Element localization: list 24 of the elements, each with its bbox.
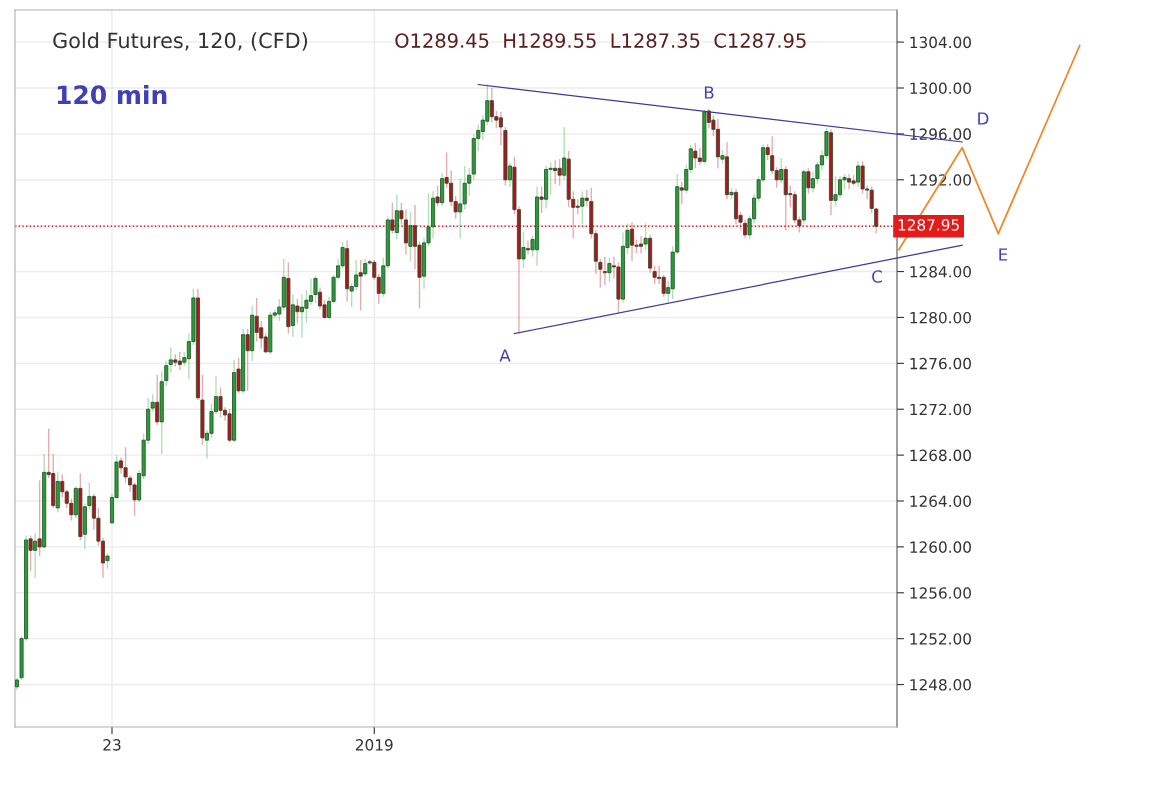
y-tick-label: 1252.00 <box>910 633 971 645</box>
y-tick-label: 1276.00 <box>910 357 971 370</box>
x-tick-label: 23 <box>103 739 121 751</box>
y-tick-label: 1264.00 <box>910 495 971 508</box>
annotation: A <box>499 349 511 362</box>
y-tick-label: 1272.00 <box>910 403 971 416</box>
ref-line-label: 1287.95 <box>898 219 959 231</box>
x-tick-label: 2019 <box>355 739 393 751</box>
annotation: B <box>704 86 714 99</box>
annotation: 120 min <box>57 84 167 105</box>
y-tick-label: 1268.00 <box>910 449 971 462</box>
text: Gold Futures, 120, (CFD) <box>53 32 308 51</box>
y-tick-label: 1248.00 <box>910 679 971 691</box>
y-tick-label: 1256.00 <box>910 587 971 599</box>
y-tick-label: 1300.00 <box>910 82 971 95</box>
y-tick-label: 1296.00 <box>910 128 971 140</box>
text: O1289.45 H1289.55 L1287.35 C1287.95 <box>395 33 806 48</box>
y-tick-label: 1284.00 <box>910 266 971 278</box>
annotation: C <box>872 270 882 283</box>
y-tick-label: 1280.00 <box>910 311 971 324</box>
annotation: E <box>999 248 1008 261</box>
y-tick-label: 1304.00 <box>910 36 971 49</box>
annotation: D <box>978 112 989 125</box>
y-tick-label: 1260.00 <box>910 541 971 553</box>
